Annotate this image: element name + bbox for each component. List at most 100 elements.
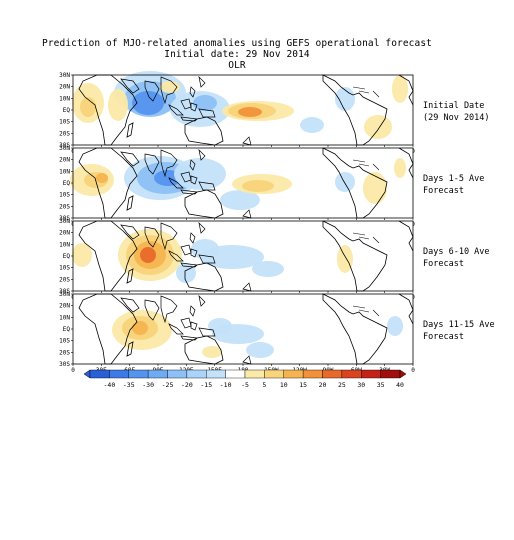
panel-label-days-6-10: Days 6-10 Ave Forecast	[423, 246, 490, 270]
label-line2: (29 Nov 2014)	[423, 113, 490, 123]
anomaly-shading	[140, 247, 156, 263]
colorbar-label: -5	[241, 381, 249, 389]
colorbar-label: -10	[220, 381, 232, 389]
anomaly-shading	[242, 180, 274, 192]
colorbar-label: -25	[162, 381, 174, 389]
colorbar-swatch	[147, 369, 168, 379]
anomaly-shading	[72, 243, 92, 267]
map-panel-initial: 30N20N10NEQ10S20S30S030E60E90E120E150E18…	[59, 71, 415, 155]
colorbar-label: 30	[357, 381, 365, 389]
lat-tick-label: 30S	[59, 361, 70, 368]
lat-tick-label: 20S	[59, 276, 70, 283]
anomaly-shading	[337, 245, 353, 273]
lat-tick-label: 30N	[59, 72, 70, 79]
colorbar-swatch	[283, 369, 304, 379]
anomaly-shading	[193, 95, 217, 111]
panel-label-initial: Initial Date (29 Nov 2014)	[423, 100, 490, 124]
lat-tick-label: 10S	[59, 265, 70, 272]
label-line1: Initial Date	[423, 101, 485, 111]
lat-tick-label: 30N	[59, 218, 70, 225]
colorbar-swatch	[186, 369, 207, 379]
colorbar-swatch	[225, 369, 246, 379]
panel-label-days-11-15: Days 11-15 Ave Forecast	[423, 319, 495, 343]
lat-tick-label: 20S	[59, 349, 70, 356]
anomaly-shading	[252, 261, 284, 277]
anomaly-shading	[335, 172, 355, 192]
colorbar: -40 -35 -30 -25 -20 -15 -10 -5 5 10 15 20 25 30 35 40	[83, 369, 407, 389]
anomaly-shading	[363, 172, 387, 204]
colorbar-swatch	[109, 369, 129, 379]
colorbar-label: -20	[181, 381, 193, 389]
anomaly-shading	[132, 321, 148, 335]
lat-tick-label: 20S	[59, 203, 70, 210]
anomaly-shading	[300, 117, 324, 133]
colorbar-swatch	[167, 369, 188, 379]
initial-date-subtitle: Initial date: 29 Nov 2014	[164, 49, 310, 60]
anomaly-shading	[364, 115, 392, 139]
anomaly-shading	[220, 190, 260, 210]
anomaly-shading	[191, 239, 219, 259]
label-line1: Days 11-15 Ave	[423, 320, 495, 330]
anomaly-shading	[80, 97, 96, 117]
map-panel-d1_5: 30N20N10NEQ10S20S30S030E60E90E120E150E18…	[59, 145, 415, 228]
anomaly-shading	[132, 91, 164, 115]
anomaly-shading	[96, 173, 108, 183]
anomaly-shading	[394, 158, 406, 178]
lat-tick-label: 20N	[59, 157, 70, 164]
colorbar-swatch	[302, 369, 323, 379]
colorbar-label: 15	[299, 381, 307, 389]
colorbar-swatch	[341, 369, 362, 379]
colorbar-swatch	[361, 369, 381, 379]
map-panel-d11_15: 30N20N10NEQ10S20S30S030E60E90E120E150E18…	[59, 291, 415, 374]
lat-tick-label: 20N	[59, 303, 70, 310]
variable-name: OLR	[228, 60, 246, 71]
anomaly-shading	[246, 342, 274, 358]
label-line1: Days 1-5 Ave	[423, 174, 485, 184]
lat-tick-label: 10N	[59, 95, 70, 102]
colorbar-label: 40	[396, 381, 404, 389]
colorbar-swatch	[89, 369, 110, 379]
colorbar-swatch	[264, 369, 284, 379]
lat-tick-label: EQ	[63, 253, 71, 260]
colorbar-label: -35	[123, 381, 135, 389]
anomaly-shading	[387, 316, 403, 336]
label-line2: Forecast	[423, 332, 464, 342]
anomaly-shading	[392, 75, 408, 103]
lat-tick-label: 10S	[59, 338, 70, 345]
lat-tick-label: 20S	[59, 130, 70, 137]
colorbar-label: 20	[319, 381, 327, 389]
colorbar-swatch	[128, 369, 149, 379]
colorbar-label: -15	[200, 381, 212, 389]
lat-tick-label: 10S	[59, 119, 70, 126]
anomaly-shading	[238, 107, 262, 117]
label-line2: Forecast	[423, 259, 464, 269]
anomaly-shading	[335, 87, 355, 111]
anomaly-shading	[202, 346, 222, 358]
anomaly-shading	[108, 89, 128, 121]
colorbar-label: -40	[104, 381, 116, 389]
colorbar-label: -30	[142, 381, 154, 389]
label-line1: Days 6-10 Ave	[423, 247, 490, 257]
lat-tick-label: 10N	[59, 241, 70, 248]
lat-tick-label: 10S	[59, 192, 70, 199]
colorbar-label: 25	[338, 381, 346, 389]
colorbar-label: 5	[262, 381, 266, 389]
colorbar-label: 35	[377, 381, 385, 389]
lat-tick-label: 20N	[59, 84, 70, 91]
lat-tick-label: 10N	[59, 168, 70, 175]
lat-tick-label: 30S	[59, 215, 70, 222]
lat-tick-label: EQ	[63, 180, 71, 187]
lon-tick-label: 0	[71, 367, 75, 374]
anomaly-shading	[208, 318, 232, 334]
lat-tick-label: 30N	[59, 291, 70, 298]
lat-tick-label: 30N	[59, 145, 70, 152]
anomaly-shading	[174, 158, 226, 190]
figure-title: Prediction of MJO-related anomalies usin…	[42, 38, 432, 49]
lat-tick-label: 30S	[59, 288, 70, 295]
lat-tick-label: EQ	[63, 107, 71, 114]
colorbar-swatch	[380, 369, 401, 379]
colorbar-arrow-left	[83, 369, 91, 379]
panel-label-days-1-5: Days 1-5 Ave Forecast	[423, 173, 484, 197]
